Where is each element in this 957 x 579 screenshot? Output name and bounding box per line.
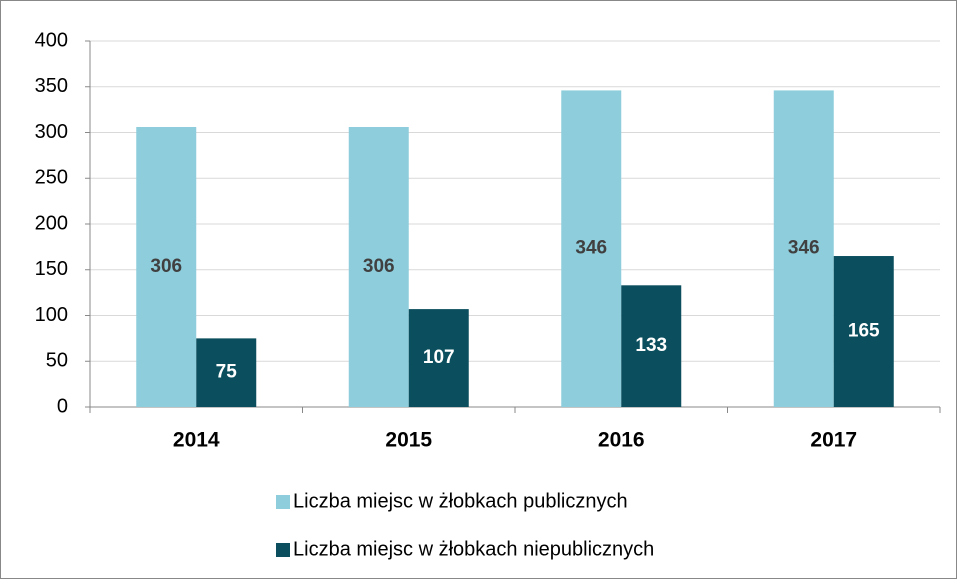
y-tick-label: 0 xyxy=(57,395,68,417)
y-tick-label: 400 xyxy=(35,29,68,51)
legend-label: Liczba miejsc w żłobkach niepublicznych xyxy=(293,538,654,560)
y-tick-label: 250 xyxy=(35,167,68,189)
x-tick-label: 2016 xyxy=(598,429,645,452)
x-tick-label: 2015 xyxy=(385,429,432,452)
bar xyxy=(408,309,469,407)
y-tick-label: 350 xyxy=(35,75,68,97)
value-label: 346 xyxy=(575,238,607,259)
legend-label: Liczba miejsc w żłobkach publicznych xyxy=(293,490,628,512)
bar xyxy=(136,127,197,407)
value-label: 107 xyxy=(423,347,455,368)
bar xyxy=(833,256,894,407)
value-label: 306 xyxy=(150,256,182,277)
bar xyxy=(196,338,257,407)
y-tick-label: 50 xyxy=(46,350,68,372)
x-tick-label: 2014 xyxy=(173,429,220,452)
legend-swatch xyxy=(276,495,290,509)
value-label: 346 xyxy=(788,238,820,259)
bar xyxy=(621,285,682,407)
value-label: 165 xyxy=(848,321,880,342)
legend-swatch xyxy=(276,543,290,557)
bar xyxy=(773,90,834,407)
value-label: 133 xyxy=(635,335,667,356)
y-tick-label: 150 xyxy=(35,258,68,280)
y-tick-label: 300 xyxy=(35,121,68,143)
x-tick-label: 2017 xyxy=(810,429,857,452)
bar xyxy=(348,127,409,407)
value-label: 306 xyxy=(363,256,395,277)
y-tick-label: 200 xyxy=(35,212,68,234)
y-tick-label: 100 xyxy=(35,304,68,326)
bar xyxy=(561,90,622,407)
value-label: 75 xyxy=(216,362,238,383)
